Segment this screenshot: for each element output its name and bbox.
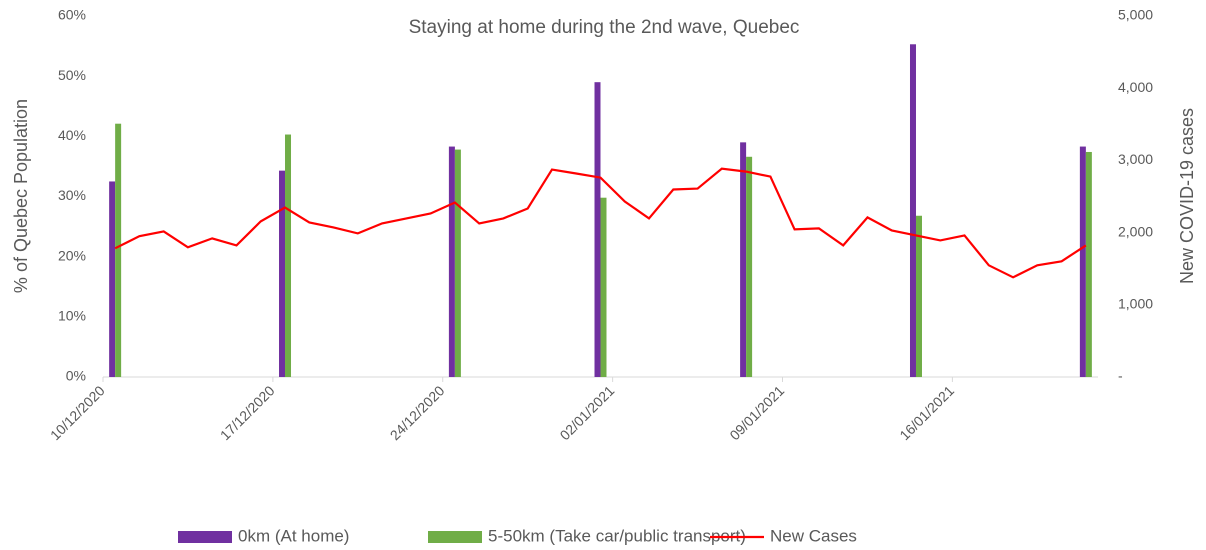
y2-tick-label: 4,000 xyxy=(1118,79,1153,95)
y2-axis-label: New COVID-19 cases xyxy=(1177,108,1197,284)
bar xyxy=(909,44,916,378)
bar xyxy=(285,134,292,377)
y-tick-label: 10% xyxy=(58,308,86,324)
x-tick-label: 16/01/2021 xyxy=(896,382,957,443)
bar xyxy=(740,142,747,377)
bar xyxy=(454,149,461,377)
legend-label: 0km (At home) xyxy=(238,526,349,545)
y2-tick-label: 5,000 xyxy=(1118,7,1153,23)
bar xyxy=(279,170,286,377)
y2-tick-label: 3,000 xyxy=(1118,151,1153,167)
legend-label: 5-50km (Take car/public transport) xyxy=(488,526,746,545)
bar xyxy=(448,146,455,377)
legend-swatch xyxy=(428,531,482,543)
x-tick-label: 09/01/2021 xyxy=(726,382,787,443)
y-tick-label: 20% xyxy=(58,247,86,263)
legend-swatch xyxy=(178,531,232,543)
y2-tick-label: 1,000 xyxy=(1118,296,1153,312)
y-tick-label: 40% xyxy=(58,127,86,143)
bar xyxy=(915,215,922,377)
bar xyxy=(594,82,601,377)
y-tick-label: 0% xyxy=(66,368,86,384)
y-tick-label: 50% xyxy=(58,67,86,83)
x-tick-label: 02/01/2021 xyxy=(557,382,618,443)
bar xyxy=(1085,151,1092,377)
legend-label: New Cases xyxy=(770,526,857,545)
x-tick-label: 10/12/2020 xyxy=(47,382,108,443)
bar xyxy=(746,156,753,377)
bar xyxy=(1079,146,1086,377)
y-tick-label: 30% xyxy=(58,187,86,203)
y2-tick-label: 2,000 xyxy=(1118,223,1153,239)
chart-title: Staying at home during the 2nd wave, Que… xyxy=(409,17,800,38)
line xyxy=(114,167,1087,279)
y-axis-label: % of Quebec Population xyxy=(11,99,31,293)
bar xyxy=(115,123,122,377)
x-tick-label: 17/12/2020 xyxy=(217,382,278,443)
y-tick-label: 60% xyxy=(58,7,86,23)
bar xyxy=(109,181,116,377)
bar xyxy=(600,197,607,377)
y2-tick-label: - xyxy=(1118,368,1123,384)
x-tick-label: 24/12/2020 xyxy=(387,382,448,443)
